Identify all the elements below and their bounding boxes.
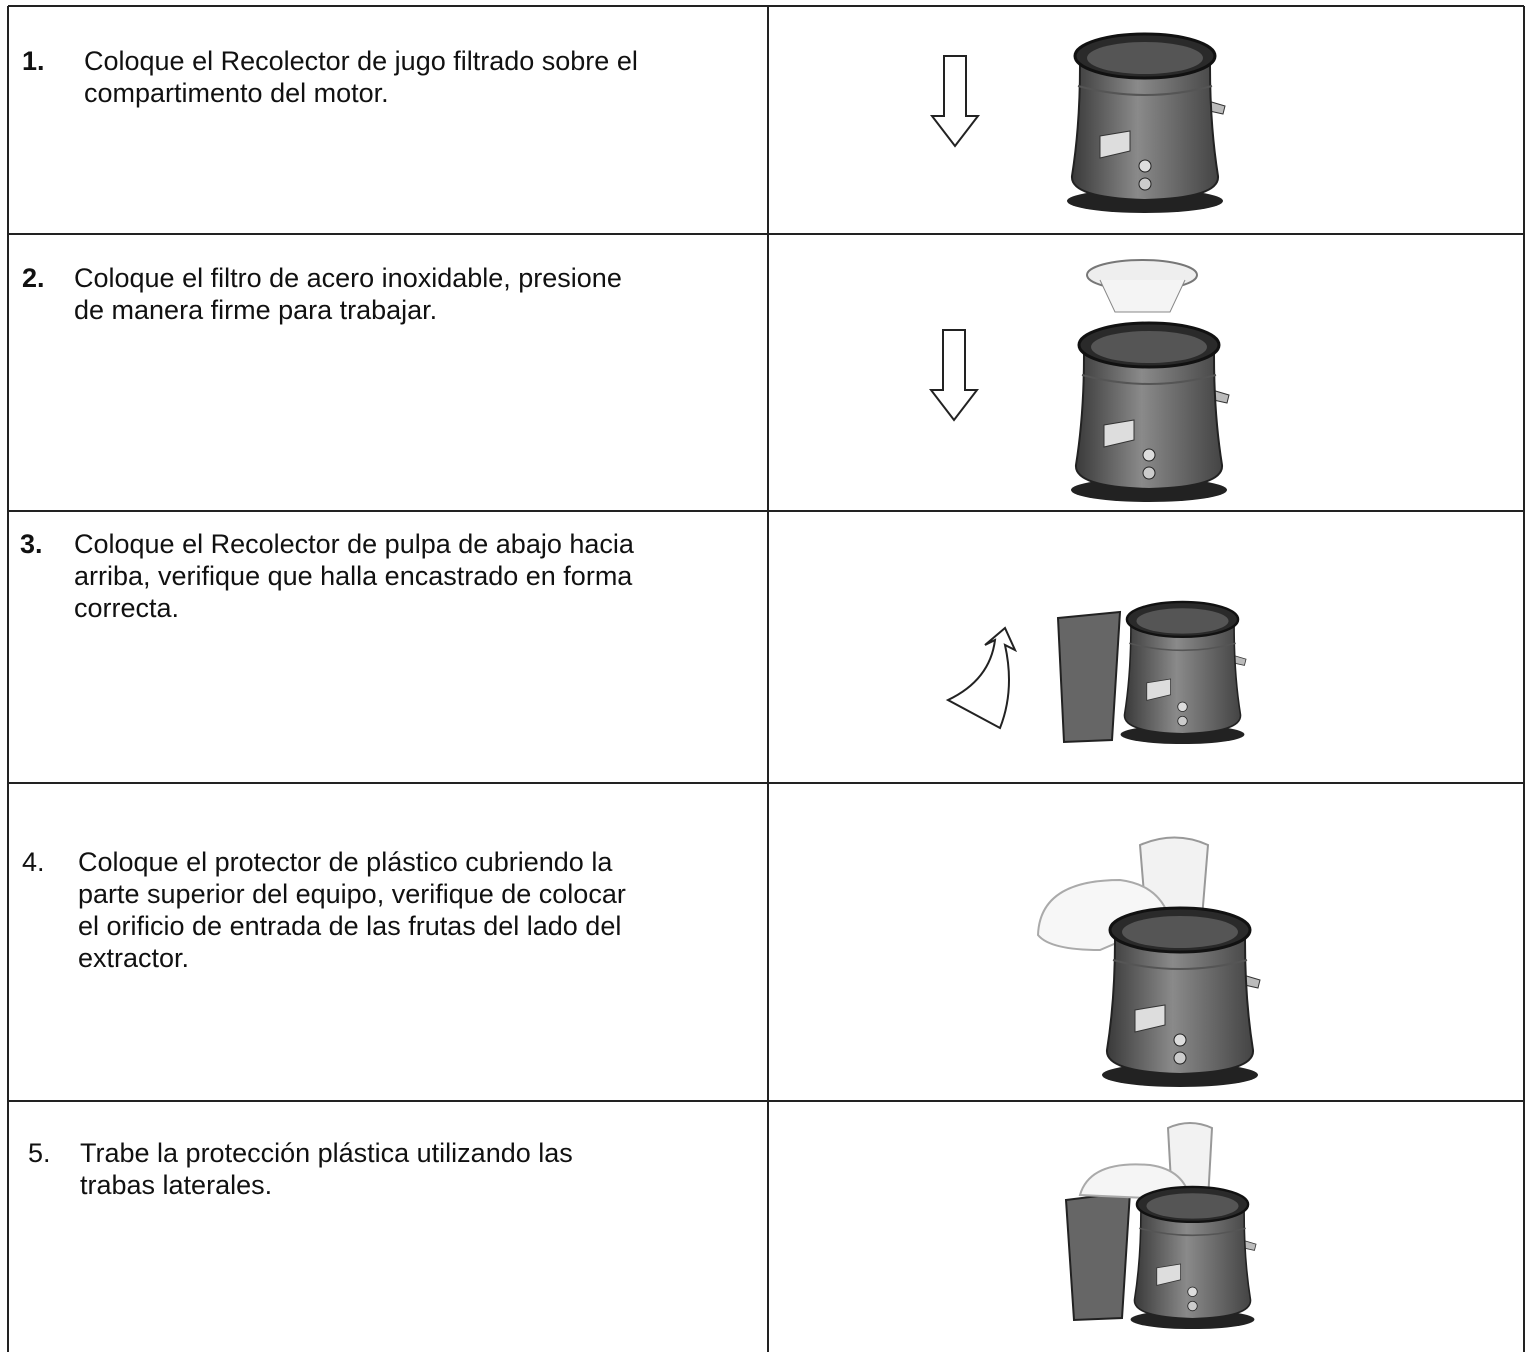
illustrations <box>930 32 1262 1331</box>
step-text: compartimento del motor. <box>84 78 389 108</box>
step-text: Coloque el Recolector de jugo filtrado s… <box>84 46 638 76</box>
step-text: arriba, verifique que halla encastrado e… <box>74 561 633 591</box>
step-text: correcta. <box>74 593 179 623</box>
table-rules <box>7 5 1525 1352</box>
step-text: el orificio de entrada de las frutas del… <box>78 911 621 941</box>
step-text: Coloque el Recolector de pulpa de abajo … <box>74 529 635 559</box>
step-number: 5. <box>28 1138 51 1168</box>
step-text: de manera firme para trabajar. <box>74 295 437 325</box>
step-text: Coloque el protector de plástico cubrien… <box>78 847 613 877</box>
step-text: trabas laterales. <box>80 1170 272 1200</box>
step-text: Coloque el filtro de acero inoxidable, p… <box>74 263 622 293</box>
step-number: 4. <box>22 847 45 877</box>
step-text: parte superior del equipo, verifique de … <box>78 879 626 909</box>
step-number: 3. <box>20 529 43 559</box>
step-number: 1. <box>22 46 45 76</box>
step-number: 2. <box>22 263 45 293</box>
step-text: Trabe la protección plástica utilizando … <box>80 1138 573 1168</box>
step-text: extractor. <box>78 943 189 973</box>
